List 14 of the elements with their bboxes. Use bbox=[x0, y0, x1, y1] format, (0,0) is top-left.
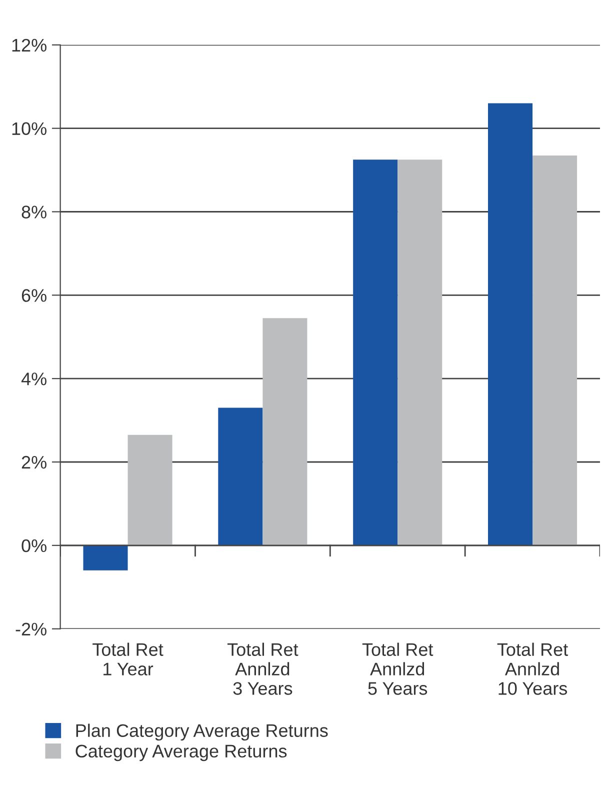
legend-label: Plan Category Average Returns bbox=[76, 724, 328, 741]
x-tick-label: Total Ret 1 Year bbox=[92, 642, 164, 676]
x-tick-label: Total Ret Annlzd 3 Years bbox=[227, 642, 298, 695]
y-tick-label: 6% bbox=[22, 289, 46, 302]
y-tick-label: 10% bbox=[12, 122, 46, 136]
y-tick-label: 8% bbox=[22, 206, 46, 218]
y-tick-label: -2% bbox=[16, 622, 46, 636]
x-tick-label: Total Ret Annlzd 10 Years bbox=[497, 642, 568, 695]
y-tick-label: 12% bbox=[12, 38, 46, 52]
y-tick-label: 4% bbox=[21, 372, 46, 386]
legend-label: Category Average Returns bbox=[76, 744, 287, 762]
y-tick-label: 0% bbox=[22, 539, 46, 552]
y-tick-label: 2% bbox=[22, 456, 46, 469]
x-tick-label: Total Ret Annlzd 5 Years bbox=[362, 642, 434, 695]
